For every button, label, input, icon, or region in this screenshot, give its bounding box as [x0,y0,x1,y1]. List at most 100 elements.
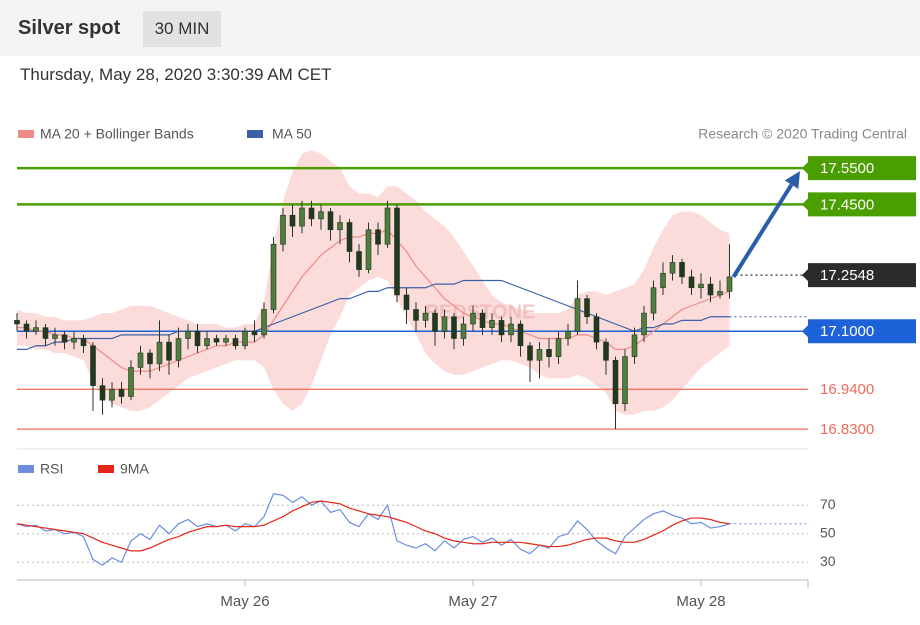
candle-body [232,338,239,347]
candle-body [584,298,590,318]
candle-body [109,388,115,401]
candle-body [71,338,77,343]
candle-body [42,327,49,339]
candle-body [470,312,476,325]
level-label-box [808,192,916,217]
forecast-arrow-head [784,171,800,189]
header: Silver spot 30 MIN [0,0,920,56]
candle-body [356,251,362,270]
candle-body [251,330,258,336]
candle-body [128,367,134,397]
candle-body [365,229,372,270]
forecast-arrow [731,183,794,278]
candle-body [52,334,58,339]
candle-body [441,316,448,332]
candle-body [593,316,600,343]
legend-swatch [98,465,114,473]
candle-body [185,330,191,339]
candle-body [698,283,704,289]
level-label-pointer [802,162,808,175]
candle-body [394,207,400,296]
candle-body [650,287,657,314]
candle-body [299,207,305,227]
legend-label: MA 50 [272,126,312,142]
candle-body [679,262,685,278]
legend-label: 9MA [120,461,149,477]
level-label-pointer [802,325,808,338]
candle-body [118,388,125,397]
candle-body [166,341,172,361]
candle-body [660,272,666,289]
rsi-line [16,500,730,552]
y-tick-label: 70 [820,496,836,512]
candle-body [603,341,609,361]
candle-body [612,359,619,405]
level-label-box [808,156,916,181]
legend-swatch [18,465,34,473]
rsi-line [16,493,730,566]
candle-body [384,207,391,245]
candle-body [204,338,210,347]
candle-body [413,309,419,321]
candle-body [175,338,182,361]
candle-body [308,207,315,220]
legend-label: RSI [40,461,63,477]
x-tick-label: May 27 [448,593,497,610]
candle-body [631,334,638,357]
candle-body [422,312,429,321]
level-label: 16.9400 [820,381,874,398]
candle-body [223,338,229,343]
candle-body [565,330,571,339]
candle-body [23,323,30,332]
candle-body [451,316,457,339]
candle-body [375,229,381,245]
candle-body [289,214,296,227]
level-label-box [808,319,916,344]
candle-body [622,356,628,405]
candle-body [261,309,267,336]
candle-body [546,349,552,357]
candle-body [432,312,438,332]
candle-body [33,327,39,332]
level-label: 17.1000 [820,323,874,340]
candle-body [327,211,334,231]
level-label: 17.2548 [820,267,874,284]
candle-body [14,320,20,325]
candle-body [669,262,676,274]
candle-body [536,349,543,361]
title: Silver spot [18,17,121,39]
y-tick-label: 50 [820,524,836,540]
legend-swatch [18,130,34,138]
x-tick-label: May 26 [220,593,269,610]
candle-body [213,338,220,343]
candle-body [61,334,68,343]
bollinger-band [17,150,730,415]
candle-body [270,243,277,310]
candle-body [479,312,486,328]
credit: Research © 2020 Trading Central [698,126,907,142]
candle-body [498,320,505,336]
candle-body [137,352,144,368]
candle-body [156,341,163,365]
candle-body [99,385,106,401]
level-label-pointer [802,269,808,282]
legend-label: MA 20 + Bollinger Bands [40,126,194,142]
timestamp: Thursday, May 28, 2020 3:30:39 AM CET [20,65,332,84]
legend-swatch [247,130,263,138]
level-label-pointer [802,198,808,211]
candle-body [707,283,714,296]
candle-body [517,323,524,347]
candle-body [726,276,733,292]
candle-body [337,222,343,231]
candle-body [460,323,467,339]
y-tick-label: 30 [820,553,836,569]
candle-body [555,338,562,357]
candle-body [80,338,87,347]
level-label-box [808,263,916,288]
ma20-line [17,229,730,372]
timeframe[interactable]: 30 MIN [143,11,221,47]
level-label: 16.8300 [820,421,874,438]
candle-body [403,294,410,310]
